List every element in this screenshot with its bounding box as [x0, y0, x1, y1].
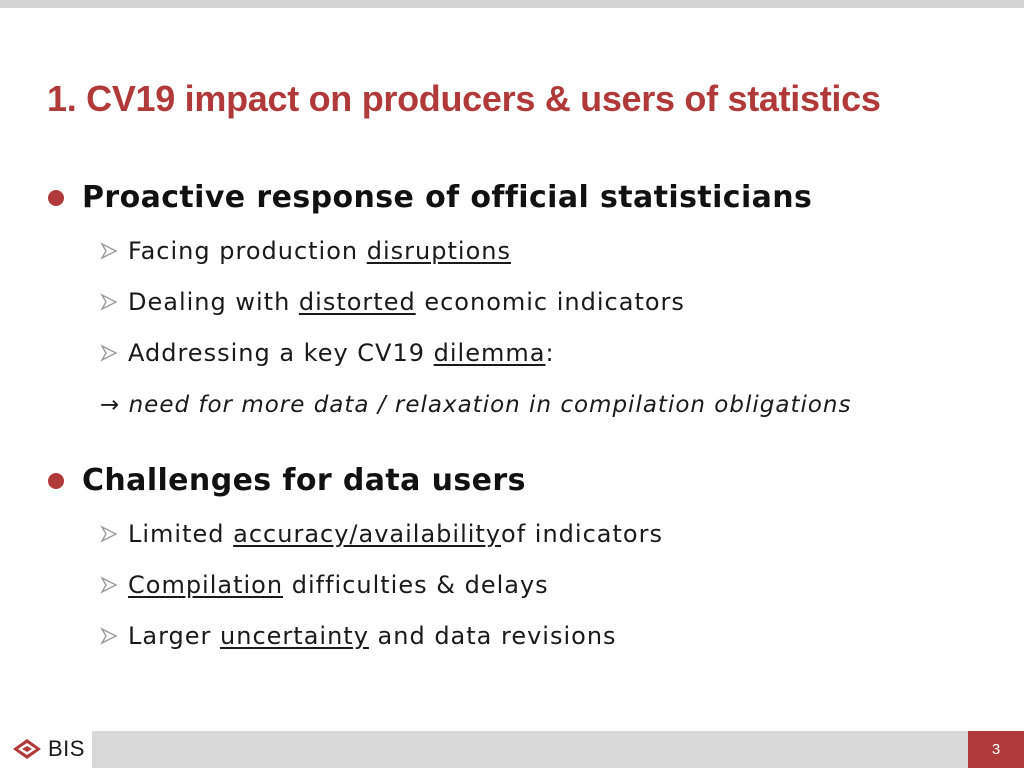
list-item-underlined: accuracy/availability: [233, 520, 502, 548]
list-item-underlined: disruptions: [366, 237, 511, 265]
slide-title: 1. CV19 impact on producers & users of s…: [47, 78, 881, 119]
page-number: 3: [968, 731, 1024, 768]
section-heading-text: Challenges for data users: [82, 463, 526, 498]
top-bar: [0, 0, 1024, 8]
list-item: Larger uncertainty and data revisions: [100, 622, 617, 650]
arrowhead-bullet-icon: [100, 344, 118, 362]
bis-logo-icon: [13, 739, 41, 759]
right-arrow-icon: →: [100, 392, 121, 418]
list-item: Addressing a key CV19 dilemma:: [100, 339, 555, 367]
footer-bar: [92, 731, 968, 768]
section-heading-challenges: Challenges for data users: [48, 463, 526, 498]
list-item: Compilation difficulties & delays: [100, 571, 549, 599]
list-item-text: Limited: [128, 520, 225, 548]
bis-logo: BIS: [12, 736, 85, 762]
arrowhead-bullet-icon: [100, 576, 118, 594]
list-item-text: Larger: [128, 622, 212, 650]
list-item-text: economic indicators: [424, 288, 685, 316]
bis-logo-text: BIS: [48, 736, 85, 761]
arrowhead-bullet-icon: [100, 242, 118, 260]
section-heading-proactive-response: Proactive response of official statistic…: [48, 180, 812, 215]
list-item-underlined: Compilation: [128, 571, 284, 599]
list-item-text: Addressing a key CV19: [128, 339, 426, 367]
list-item-text: and data revisions: [377, 622, 617, 650]
list-item: Dealing with distorted economic indicato…: [100, 288, 685, 316]
list-item-text: Facing production: [128, 237, 359, 265]
list-item-text: difficulties & delays: [291, 571, 549, 599]
list-item-underlined: dilemma: [433, 339, 546, 367]
bullet-dot-icon: [48, 472, 64, 489]
note-text: need for more data / relaxation in compi…: [128, 392, 852, 418]
bullet-dot-icon: [48, 189, 64, 206]
list-item-text: Dealing with: [128, 288, 291, 316]
list-item: Facing production disruptions: [100, 237, 511, 265]
list-item: Limited accuracy/availability of indicat…: [100, 520, 663, 548]
arrowhead-bullet-icon: [100, 293, 118, 311]
arrowhead-bullet-icon: [100, 525, 118, 543]
arrowhead-bullet-icon: [100, 627, 118, 645]
list-item-text: of indicators: [501, 520, 663, 548]
list-item-underlined: uncertainty: [220, 622, 369, 650]
list-item-text: :: [545, 339, 555, 367]
note-line: → need for more data / relaxation in com…: [100, 392, 851, 418]
section-heading-text: Proactive response of official statistic…: [82, 180, 813, 215]
list-item-underlined: distorted: [298, 288, 416, 316]
